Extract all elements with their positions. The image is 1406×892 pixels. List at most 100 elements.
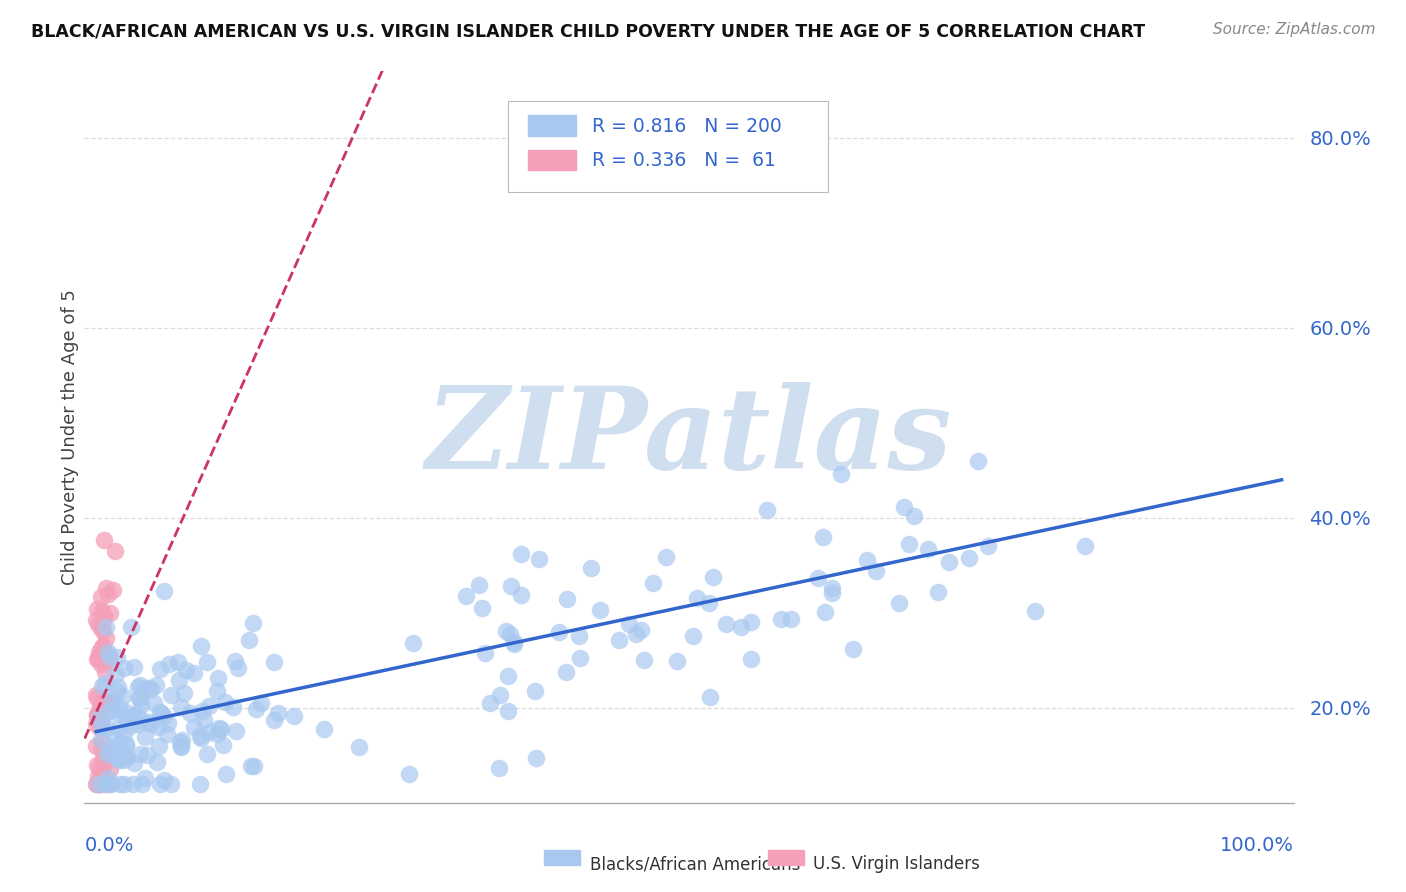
Point — [107, 707, 129, 722]
Point — [468, 577, 491, 591]
FancyBboxPatch shape — [508, 101, 828, 192]
Point — [193, 714, 215, 728]
Point — [86, 651, 108, 665]
Point — [93, 756, 115, 770]
Point — [503, 637, 526, 651]
Point — [129, 747, 152, 761]
Point — [98, 695, 121, 709]
Point — [172, 733, 194, 747]
Point — [97, 587, 120, 601]
Point — [641, 575, 664, 590]
Point — [98, 606, 121, 620]
Point — [146, 755, 169, 769]
Point — [198, 725, 221, 739]
Point — [811, 530, 834, 544]
Point — [523, 683, 546, 698]
Point — [188, 729, 211, 743]
Point — [97, 648, 120, 662]
Point — [195, 747, 218, 761]
Point — [103, 703, 125, 717]
Point — [226, 660, 249, 674]
Point — [115, 737, 138, 751]
Point — [314, 723, 336, 737]
Point — [699, 690, 721, 704]
Bar — [529, 150, 576, 170]
Point — [89, 777, 111, 791]
Bar — [529, 115, 576, 136]
Point — [89, 712, 111, 726]
Point — [91, 751, 114, 765]
Point — [190, 731, 212, 746]
Point — [893, 500, 915, 514]
Point — [93, 608, 115, 623]
Point — [136, 681, 159, 695]
Point — [115, 706, 138, 720]
Point — [554, 665, 576, 679]
Point — [122, 660, 145, 674]
Point — [86, 757, 108, 772]
Point — [207, 671, 229, 685]
Point — [249, 696, 271, 710]
Point — [160, 688, 183, 702]
Point — [90, 618, 112, 632]
Point — [240, 759, 263, 773]
Point — [134, 731, 156, 745]
Point — [633, 653, 655, 667]
Point — [191, 704, 214, 718]
Point — [121, 777, 143, 791]
Point — [145, 678, 167, 692]
Point — [86, 708, 108, 723]
Point — [547, 625, 569, 640]
Point — [134, 771, 156, 785]
Point — [152, 772, 174, 787]
Point — [105, 751, 128, 765]
Point — [347, 740, 370, 755]
Point — [245, 702, 267, 716]
Point — [84, 613, 107, 627]
Point — [702, 569, 724, 583]
Point — [555, 591, 578, 606]
Point — [129, 698, 152, 712]
Point — [112, 754, 135, 768]
Text: ZIPatlas: ZIPatlas — [426, 382, 952, 492]
Point — [755, 503, 778, 517]
Point — [402, 636, 425, 650]
Text: R = 0.816   N = 200: R = 0.816 N = 200 — [592, 117, 782, 136]
Point — [169, 735, 191, 749]
Point — [127, 706, 149, 721]
Point — [263, 655, 285, 669]
Point — [149, 777, 172, 791]
Point — [149, 706, 172, 720]
Point — [89, 647, 111, 661]
Point — [115, 738, 138, 752]
Point — [568, 651, 591, 665]
Point — [120, 619, 142, 633]
Point — [730, 619, 752, 633]
Point — [87, 769, 110, 783]
Point — [152, 708, 174, 723]
Point — [100, 777, 122, 791]
Point — [115, 749, 138, 764]
Point — [682, 629, 704, 643]
Point — [966, 453, 988, 467]
Point — [94, 582, 117, 596]
Point — [91, 720, 114, 734]
Point — [96, 705, 118, 719]
Point — [90, 698, 112, 712]
Point — [141, 681, 163, 696]
Point — [917, 542, 939, 557]
Point — [496, 704, 519, 718]
Point — [770, 612, 793, 626]
Point — [159, 777, 181, 791]
Point — [84, 717, 107, 731]
Text: 0.0%: 0.0% — [84, 836, 134, 855]
Point — [283, 709, 305, 723]
Point — [471, 601, 494, 615]
Point — [630, 624, 652, 638]
Point — [224, 655, 246, 669]
Point — [211, 738, 233, 752]
Bar — [544, 850, 581, 865]
Point — [807, 571, 830, 585]
Point — [496, 668, 519, 682]
Point — [87, 761, 110, 775]
